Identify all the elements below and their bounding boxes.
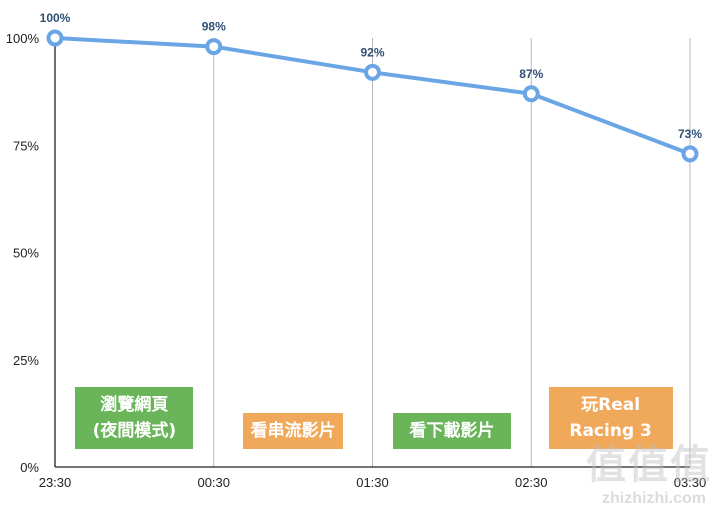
y-tick-label-50: 50% [13,246,39,261]
y-tick-label-0: 0% [20,460,39,475]
watermark-logo: 值值值 [586,442,712,488]
x-tick-labels: 23:30 00:30 01:30 02:30 03:30 [39,475,707,490]
data-label-2: 92% [360,45,384,59]
y-tick-label-100: 100% [6,31,40,46]
data-label-4: 73% [678,127,702,141]
data-labels: 100% 98% 92% 87% 73% [40,11,703,141]
data-label-1: 98% [202,20,226,34]
data-point-2 [364,63,381,81]
data-point-3 [522,85,540,103]
activity-label-1: 看串流影片 [243,413,344,449]
x-tick-label-0: 23:30 [39,475,72,490]
activity-label-3: 玩Real Racing 3 [548,387,673,449]
x-tick-label-1: 00:30 [197,475,230,490]
y-tick-label-25: 25% [13,353,39,368]
x-tick-label-2: 01:30 [356,475,389,490]
grid-lines [213,38,691,467]
data-point-4 [681,145,699,163]
x-tick-label-3: 02:30 [515,475,548,490]
data-label-3: 87% [519,67,543,81]
series-group [46,29,699,163]
y-tick-labels: 0% 25% 50% 75% 100% [6,31,40,475]
data-label-0: 100% [40,11,71,25]
data-point-1 [205,38,223,56]
x-tick-label-4: 03:30 [674,475,707,490]
activity-label-0: 瀏覽網頁 (夜間模式) [75,387,194,449]
axes [54,38,690,468]
data-point-0 [46,29,64,47]
y-tick-label-75: 75% [13,138,39,153]
activity-label-2: 看下載影片 [392,413,511,449]
watermark-url: zhizhizhi.com [602,490,706,507]
